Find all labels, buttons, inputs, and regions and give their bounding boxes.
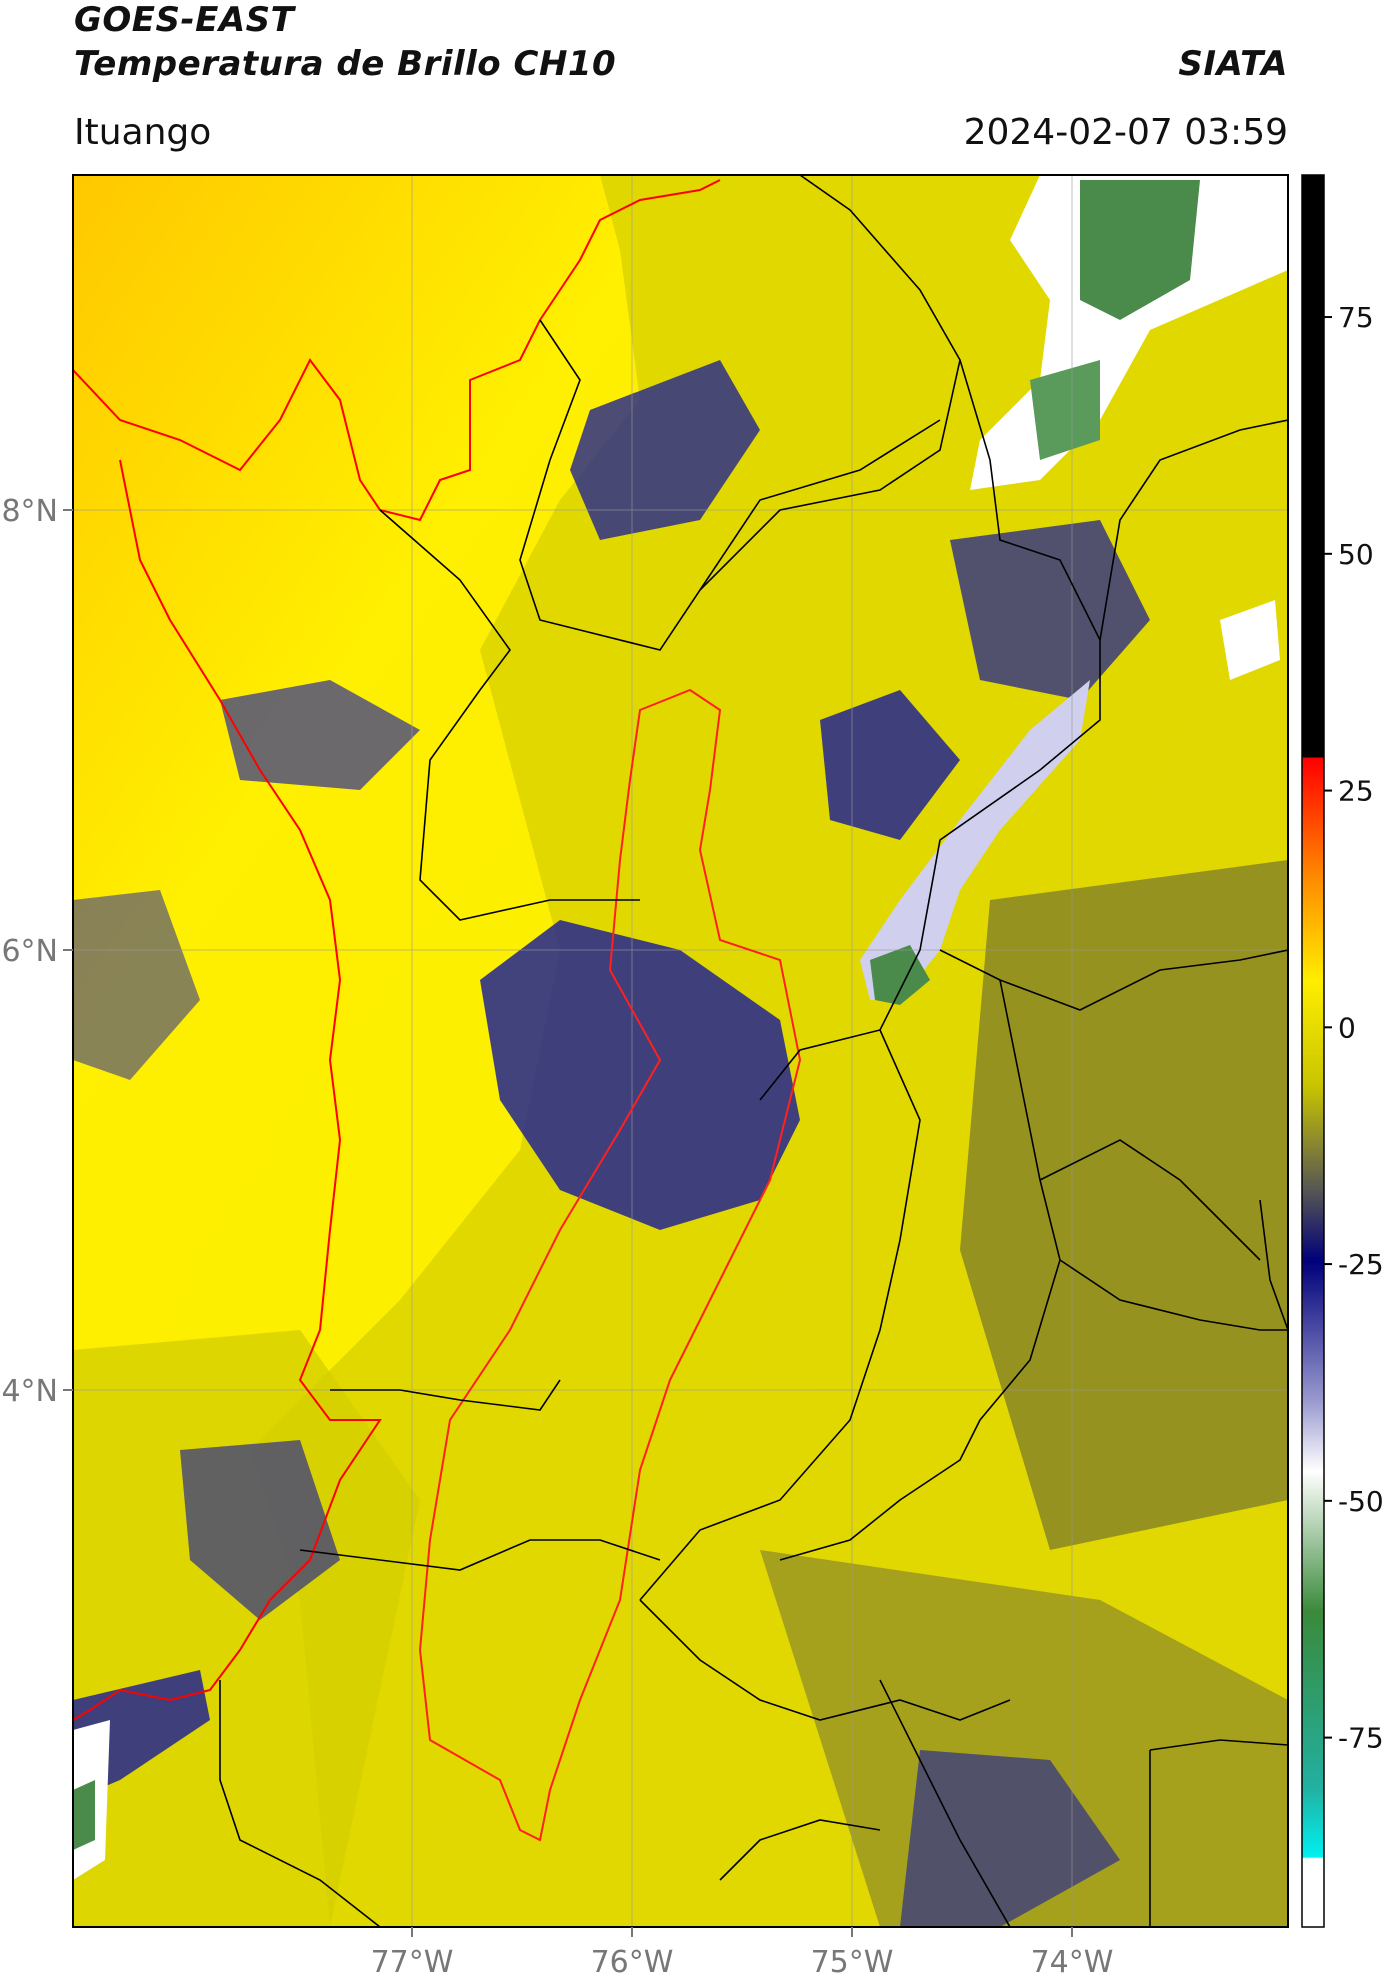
title-product: Temperatura de Brillo CH10 <box>74 44 617 84</box>
colorbar-tick-label: 0 <box>1338 1011 1356 1044</box>
colorbar-tick-label: -25 <box>1338 1248 1384 1281</box>
title-satellite: GOES-EAST <box>74 0 295 40</box>
coastline <box>73 179 721 1721</box>
location-label: Ituango <box>74 112 212 153</box>
lat-label-4n: 4°N <box>1 1374 58 1409</box>
lon-label-75w: 75°W <box>811 1945 894 1980</box>
lat-label-6n: 6°N <box>1 934 58 969</box>
lon-label-77w: 77°W <box>371 1945 454 1980</box>
colorbar-tick-label: -50 <box>1338 1485 1384 1518</box>
map-frame <box>72 174 1289 1928</box>
axis-ticks <box>63 509 1073 1937</box>
lon-label-74w: 74°W <box>1031 1945 1114 1980</box>
brightness-temperature-field <box>73 175 1288 1927</box>
region-boundary <box>418 688 802 1842</box>
colorbar <box>1301 174 1325 1928</box>
brand-label: SIATA <box>1178 44 1288 84</box>
graticule <box>73 175 1288 1927</box>
lat-label-8n: 8°N <box>1 494 58 529</box>
admin-borders <box>219 175 1288 1927</box>
colorbar-ticks: 75 50 25 0 -25 -50 -75 <box>1324 301 1384 1755</box>
colorbar-tick-label: -75 <box>1338 1722 1384 1755</box>
colorbar-tick-label: 50 <box>1338 538 1374 571</box>
colorbar-tick-label: 25 <box>1338 775 1374 808</box>
lon-label-76w: 76°W <box>591 1945 674 1980</box>
colorbar-tick-label: 75 <box>1338 301 1374 334</box>
datetime-label: 2024-02-07 03:59 <box>963 112 1288 153</box>
